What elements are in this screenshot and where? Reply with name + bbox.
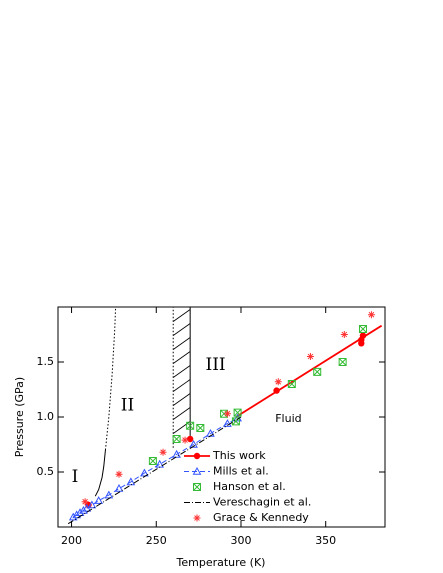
x-axis-label: Temperature (K) [176,556,266,569]
point [367,311,375,319]
point [87,500,97,509]
hatch [172,393,191,406]
fit-line [235,324,383,418]
hatch [172,337,191,350]
point [148,457,157,465]
annotation: III [205,355,225,375]
legend-label: Mills et al. [213,465,269,478]
x-tick-label: 200 [61,534,82,547]
point [140,468,149,477]
x-tick-label: 250 [146,534,167,547]
point [94,496,104,504]
hatch [172,379,191,392]
point [189,439,198,448]
point [181,436,189,444]
point [115,470,123,478]
point [223,419,232,427]
point [172,449,181,458]
phase-boundary [104,306,117,451]
legend-marker [193,483,201,491]
legend-label: Hanson et al. [213,480,286,493]
legend-label: Vereschagin et al. [213,496,311,509]
point [233,408,242,417]
x-tick-label: 350 [315,534,336,547]
point [359,332,367,339]
legend-label: This work [212,449,266,462]
annotation: Fluid [275,412,301,425]
legend-label: Grace & Kennedy [213,511,309,524]
point [75,508,85,516]
point [81,498,89,506]
point [358,325,367,333]
point [340,331,348,338]
point [338,358,347,366]
point [306,353,314,360]
point [114,483,124,492]
point [68,512,78,521]
legend-marker [193,452,201,460]
hatch [172,365,191,378]
annotation: I [72,467,79,487]
point [223,410,231,418]
hatch [172,323,191,336]
point [196,424,205,432]
y-tick-label: 1.0 [37,410,55,423]
hatch [172,309,191,322]
series-line [72,417,238,518]
point [186,421,195,430]
point [273,387,280,394]
y-axis-label: Pressure (GPa) [13,377,26,457]
annotation: II [121,396,134,416]
point [126,477,136,486]
series-line [67,416,242,525]
point [72,510,81,519]
point [159,448,167,456]
legend-marker [193,514,201,522]
y-tick-label: 0.5 [37,465,55,478]
point [313,367,322,376]
point [287,380,296,388]
point [79,505,88,514]
point [172,435,181,443]
point [186,435,194,443]
legend-marker [192,466,202,475]
hatch [172,351,191,364]
hatch [172,407,191,420]
point [104,490,114,499]
phase-boundary [94,449,106,497]
point [274,378,282,386]
y-tick-label: 1.5 [37,355,55,368]
x-tick-label: 300 [230,534,251,547]
